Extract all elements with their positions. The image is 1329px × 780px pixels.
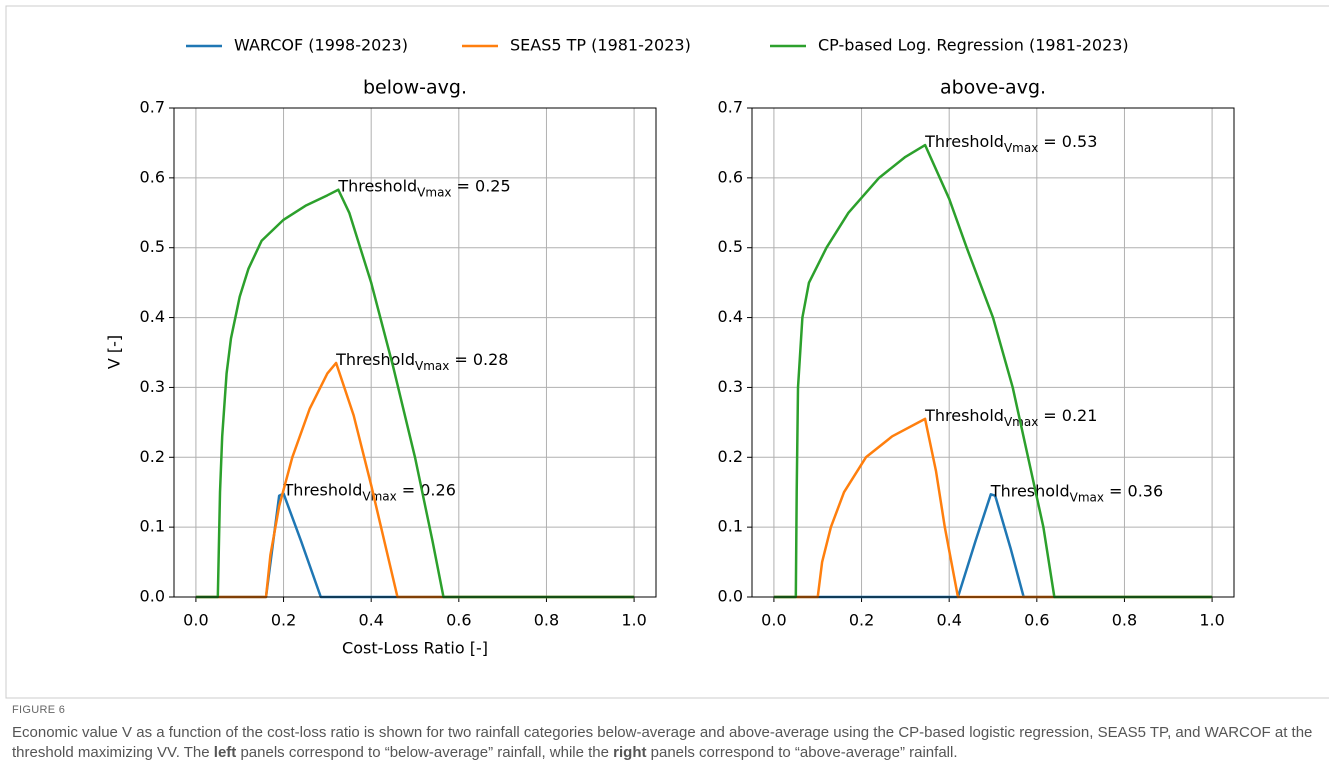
caption-label: FIGURE 6 bbox=[12, 704, 66, 716]
series-line bbox=[773, 417, 1213, 599]
y-tick-label: 0.3 bbox=[718, 377, 743, 396]
annotation-text: Threshold bbox=[924, 132, 1004, 151]
annotation-subscript: Vmax bbox=[362, 490, 396, 504]
annotation-value: = 0.28 bbox=[454, 350, 508, 369]
y-tick-label: 0.1 bbox=[718, 517, 743, 536]
annotation-text: Threshold bbox=[283, 481, 363, 500]
caption-text: panels correspond to “below-average” rai… bbox=[236, 744, 614, 761]
annotation: ThresholdVmax = 0.25 bbox=[337, 177, 510, 200]
legend-label: CP-based Log. Regression (1981-2023) bbox=[818, 36, 1129, 55]
annotation-text: Threshold bbox=[335, 350, 415, 369]
x-tick-label: 0.0 bbox=[183, 611, 208, 630]
axes-frame bbox=[173, 107, 657, 598]
panel-title: above-avg. bbox=[940, 77, 1046, 99]
legend-label: WARCOF (1998-2023) bbox=[234, 36, 408, 55]
series-line bbox=[195, 188, 635, 599]
x-tick-label: 0.6 bbox=[446, 611, 471, 630]
annotation-value: = 0.26 bbox=[402, 481, 456, 500]
figure: V [-] WARCOF (1998-2023) SEAS5 TP (1981-2… bbox=[5, 5, 1329, 699]
annotation: ThresholdVmax = 0.28 bbox=[335, 350, 508, 373]
annotation-subscript: Vmax bbox=[415, 359, 449, 373]
x-tick-label: 0.8 bbox=[534, 611, 559, 630]
annotation-text: Threshold bbox=[924, 406, 1004, 425]
y-tick-label: 0.0 bbox=[140, 587, 165, 606]
annotation: ThresholdVmax = 0.26 bbox=[283, 481, 456, 504]
caption-text: Economic value V as a function of the co… bbox=[12, 724, 1313, 761]
caption-bold: right bbox=[613, 744, 647, 761]
y-tick-label: 0.2 bbox=[718, 447, 743, 466]
y-tick-label: 0.7 bbox=[140, 98, 165, 117]
caption-bold: left bbox=[213, 744, 237, 761]
panel-title: below-avg. bbox=[363, 77, 467, 99]
series-line bbox=[195, 361, 635, 599]
y-axis-label: V [-] bbox=[105, 335, 124, 369]
y-tick-label: 0.2 bbox=[140, 447, 165, 466]
annotation-text: Threshold bbox=[337, 177, 417, 196]
annotation-value: = 0.53 bbox=[1043, 132, 1097, 151]
series-line bbox=[773, 143, 1213, 599]
y-tick-label: 0.5 bbox=[140, 237, 165, 256]
y-tick-label: 0.1 bbox=[140, 517, 165, 536]
axes-frame bbox=[751, 107, 1235, 598]
series-line bbox=[773, 493, 1213, 599]
series-line bbox=[195, 492, 635, 599]
x-axis-label: Cost-Loss Ratio [-] bbox=[342, 639, 488, 658]
x-tick-label: 0.2 bbox=[271, 611, 296, 630]
caption-text: panels correspond to “above-average” rai… bbox=[646, 744, 958, 761]
annotation-subscript: Vmax bbox=[1004, 141, 1038, 155]
annotation-value: = 0.25 bbox=[457, 177, 511, 196]
y-tick-label: 0.6 bbox=[718, 167, 743, 186]
x-tick-label: 0.8 bbox=[1112, 611, 1137, 630]
x-tick-label: 0.6 bbox=[1024, 611, 1049, 630]
y-tick-label: 0.7 bbox=[718, 98, 743, 117]
y-tick-label: 0.5 bbox=[718, 237, 743, 256]
figure-frame bbox=[5, 5, 1329, 699]
y-tick-label: 0.4 bbox=[718, 307, 743, 326]
x-tick-label: 0.2 bbox=[849, 611, 874, 630]
y-tick-label: 0.4 bbox=[140, 307, 165, 326]
annotation-text: Threshold bbox=[990, 481, 1070, 500]
y-tick-label: 0.3 bbox=[140, 377, 165, 396]
x-tick-label: 0.4 bbox=[936, 611, 961, 630]
legend-label: SEAS5 TP (1981-2023) bbox=[510, 36, 691, 55]
y-tick-label: 0.6 bbox=[140, 167, 165, 186]
annotation: ThresholdVmax = 0.21 bbox=[924, 406, 1097, 429]
annotation-value: = 0.21 bbox=[1043, 406, 1097, 425]
x-tick-label: 1.0 bbox=[621, 611, 646, 630]
x-tick-label: 0.0 bbox=[761, 611, 786, 630]
x-tick-label: 0.4 bbox=[358, 611, 383, 630]
caption: Economic value V as a function of the co… bbox=[12, 723, 1317, 763]
annotation-subscript: Vmax bbox=[1070, 490, 1104, 504]
y-tick-label: 0.0 bbox=[718, 587, 743, 606]
annotation: ThresholdVmax = 0.36 bbox=[990, 481, 1163, 504]
annotation-subscript: Vmax bbox=[417, 186, 451, 200]
x-tick-label: 1.0 bbox=[1199, 611, 1224, 630]
annotation: ThresholdVmax = 0.53 bbox=[924, 132, 1097, 155]
annotation-value: = 0.36 bbox=[1109, 481, 1163, 500]
